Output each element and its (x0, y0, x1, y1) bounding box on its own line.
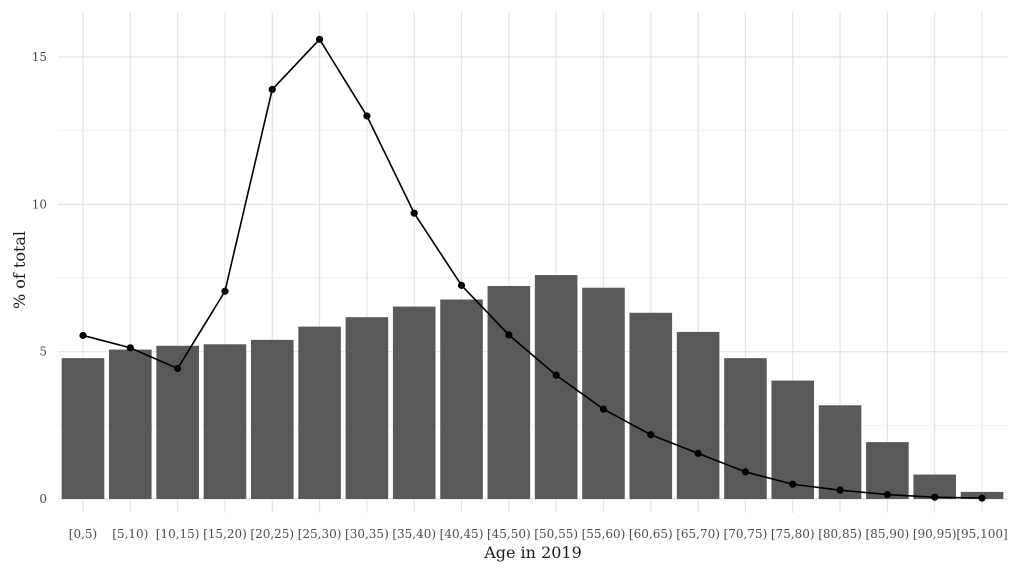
bar (109, 349, 152, 499)
bar (534, 275, 578, 499)
x-tick-label: [40,45) (440, 527, 484, 541)
line-point (457, 281, 466, 289)
line-point (505, 331, 513, 339)
line-point (552, 371, 560, 379)
x-tick-label: [50,55) (534, 527, 578, 541)
bar (724, 358, 767, 499)
x-tick-label: [15,20) (203, 527, 247, 541)
line-point (836, 486, 844, 494)
line-series (79, 35, 986, 502)
x-tick-label: [25,30) (298, 527, 342, 541)
x-tick-label: [60,65) (629, 527, 673, 541)
line-point (789, 480, 797, 488)
line-point (741, 468, 750, 476)
y-tick-label: 0 (39, 492, 47, 506)
line-point (79, 331, 87, 340)
x-tick-label: [95,100] (956, 527, 1007, 541)
line-point (174, 364, 182, 373)
x-tick-label: [75,80) (771, 527, 815, 541)
bar (298, 326, 341, 499)
bar (250, 339, 294, 499)
x-tick-label: [85,90) (866, 527, 910, 541)
bar (392, 306, 436, 499)
bar (582, 287, 625, 499)
line-point (931, 493, 939, 501)
line-point (268, 85, 276, 94)
x-tick-label: [80,85) (818, 527, 862, 541)
x-tick-label: [30,35) (345, 527, 389, 541)
bar (345, 317, 389, 499)
x-tick-label: [35,40) (392, 527, 436, 541)
x-tick-label: [55,60) (582, 527, 626, 541)
line-point (978, 494, 986, 502)
bar (629, 312, 673, 499)
y-tick-label: 15 (32, 50, 47, 64)
bar (866, 442, 909, 499)
series-line (82, 38, 983, 499)
x-tick-label: [70,75) (724, 527, 768, 541)
line-point (221, 287, 229, 295)
y-tick-label: 5 (39, 345, 47, 359)
bar (818, 405, 862, 499)
x-tick-label: [5,10) (112, 527, 148, 541)
x-tick-label: [10,15) (156, 527, 200, 541)
y-tick-label: 10 (32, 197, 47, 211)
x-axis-title: Age in 2019 (483, 543, 582, 562)
line-point (647, 431, 655, 439)
grid-lines (58, 12, 1008, 513)
line-point (363, 112, 371, 120)
line-point (883, 490, 891, 499)
y-axis-title: % of total (10, 231, 29, 309)
x-tick-labels: [0,5) [5,10) [10,15) [15,20) [20,25) [25,30)[… (69, 527, 1008, 541)
x-tick-label: [0,5) (69, 527, 97, 541)
y-tick-labels: 0 5 10 15 (32, 50, 47, 506)
bar (440, 299, 483, 499)
bar-series (61, 275, 1004, 499)
bar (203, 344, 247, 499)
bar (771, 380, 815, 499)
x-tick-label: [65,70) (676, 527, 720, 541)
bar (487, 285, 531, 499)
x-tick-label: [45,50) (487, 527, 531, 541)
bar (61, 358, 105, 499)
line-point (599, 405, 608, 413)
x-tick-label: [20,25) (250, 527, 294, 541)
line-point (694, 449, 702, 457)
bar (676, 331, 720, 499)
line-point (410, 209, 418, 217)
line-point (126, 344, 134, 352)
x-tick-label: [90,95) (913, 527, 957, 541)
line-point (315, 35, 324, 43)
